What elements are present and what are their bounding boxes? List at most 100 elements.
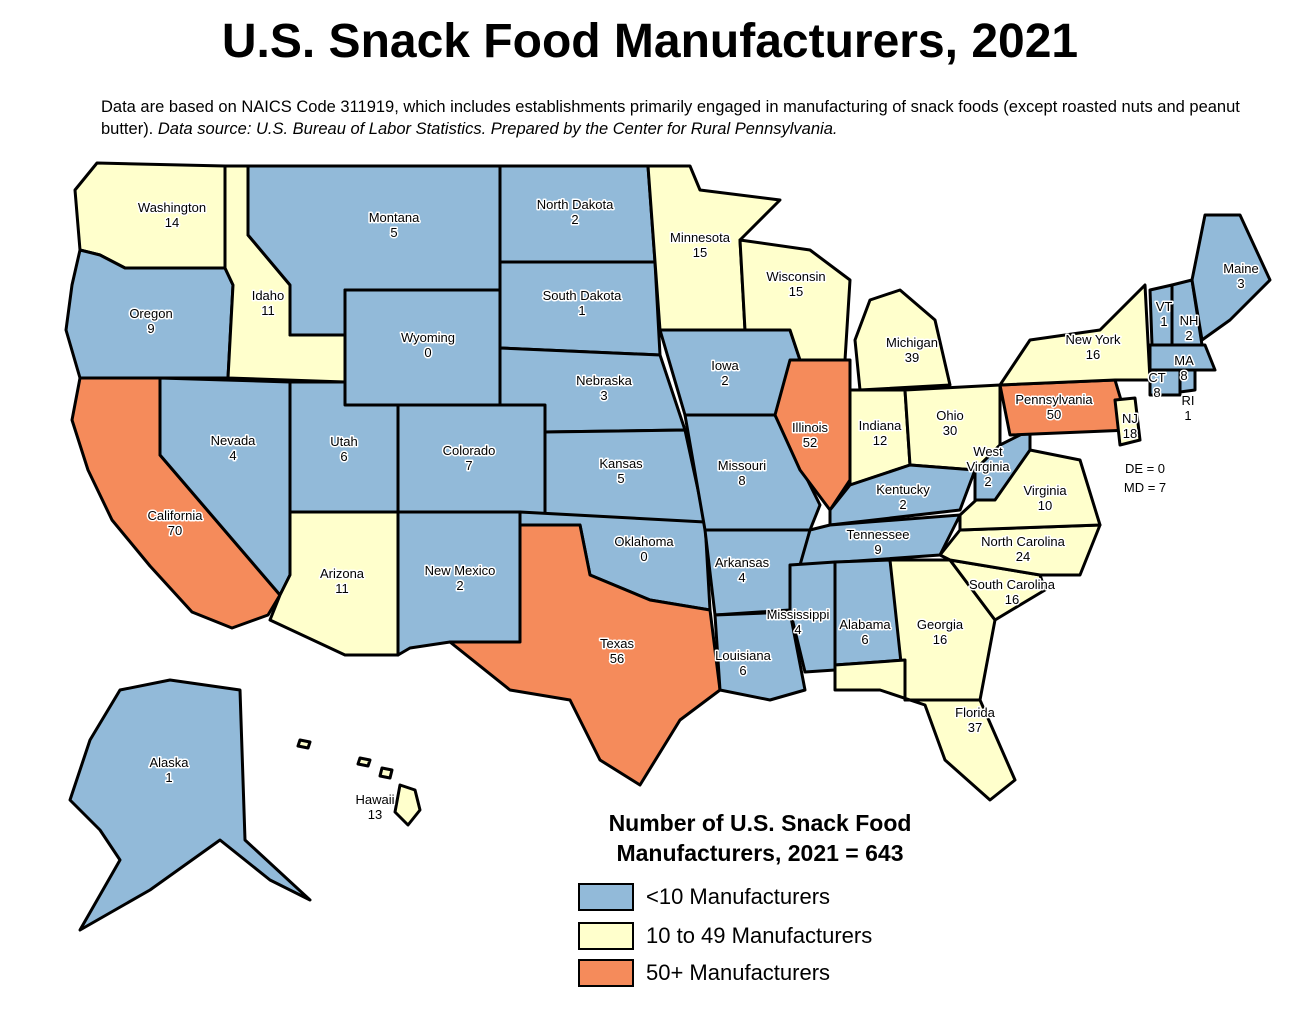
state-count-south-dakota: 1 bbox=[578, 303, 585, 318]
state-tennessee bbox=[798, 513, 962, 567]
state-name-california: California bbox=[148, 508, 204, 523]
state-hawaii bbox=[393, 783, 422, 827]
state-count-arizona: 11 bbox=[335, 581, 349, 596]
state-name-florida: Florida bbox=[955, 705, 996, 720]
state-name-missouri: Missouri bbox=[718, 458, 767, 473]
legend-item-low: <10 Manufacturers bbox=[578, 880, 830, 914]
state-count-west-virginia: 2 bbox=[984, 474, 991, 489]
legend-label-mid: 10 to 49 Manufacturers bbox=[646, 923, 873, 948]
state-name-tennessee: Tennessee bbox=[847, 527, 910, 542]
state-name-new-york: New York bbox=[1066, 332, 1121, 347]
callout-maryland: MD = 7 bbox=[1124, 480, 1166, 495]
state-name-alaska: Alaska bbox=[149, 755, 189, 770]
state-count-illinois: 52 bbox=[803, 435, 817, 450]
data-source-note: Data source: U.S. Bureau of Labor Statis… bbox=[157, 120, 838, 138]
state-name-iowa: Iowa bbox=[711, 358, 739, 373]
state-name-illinois: Illinois bbox=[792, 420, 829, 435]
state-wyoming bbox=[343, 288, 502, 407]
state-count-tennessee: 9 bbox=[874, 542, 881, 557]
state-kansas bbox=[543, 428, 707, 524]
state-name-west-virginia-line2: Virginia bbox=[966, 459, 1010, 474]
state-name-alabama: Alabama bbox=[839, 617, 891, 632]
state-count-wyoming: 0 bbox=[424, 345, 431, 360]
map-subtitle: Data are based on NAICS Code 311919, whi… bbox=[101, 96, 1241, 140]
state-count-georgia: 16 bbox=[933, 632, 947, 647]
state-name-indiana: Indiana bbox=[859, 418, 902, 433]
state-washington bbox=[73, 161, 227, 270]
callout-delaware: DE = 0 bbox=[1125, 461, 1165, 476]
state-name-south-dakota: South Dakota bbox=[543, 288, 623, 303]
state-count-missouri: 8 bbox=[738, 473, 745, 488]
state-count-north-dakota: 2 bbox=[571, 212, 578, 227]
state-name-maine: Maine bbox=[1223, 261, 1258, 276]
state-louisiana bbox=[713, 610, 807, 702]
state-count-idaho: 11 bbox=[261, 303, 275, 318]
state-count-pennsylvania: 50 bbox=[1047, 407, 1061, 422]
state-new-york bbox=[998, 283, 1152, 387]
state-name-virginia: Virginia bbox=[1023, 483, 1067, 498]
state-count-ma: 8 bbox=[1180, 368, 1187, 383]
state-name-texas: Texas bbox=[600, 636, 634, 651]
state-count-texas: 56 bbox=[610, 651, 624, 666]
state-name-vt: VT bbox=[1156, 299, 1173, 314]
state-pennsylvania bbox=[998, 378, 1132, 437]
state-name-louisiana: Louisiana bbox=[715, 648, 771, 663]
state-name-north-carolina: North Carolina bbox=[981, 534, 1066, 549]
state-name-nj: NJ bbox=[1122, 411, 1138, 426]
state-name-colorado: Colorado bbox=[443, 443, 496, 458]
legend-swatch-mid bbox=[578, 922, 634, 950]
state-name-montana: Montana bbox=[369, 210, 420, 225]
state-count-ct: 8 bbox=[1153, 385, 1160, 400]
state-missouri bbox=[683, 413, 822, 532]
legend-swatch-low bbox=[578, 883, 634, 911]
state-name-michigan: Michigan bbox=[886, 335, 938, 350]
legend-item-high: 50+ Manufacturers bbox=[578, 956, 830, 990]
state-count-michigan: 39 bbox=[905, 350, 919, 365]
state-name-kentucky: Kentucky bbox=[876, 482, 930, 497]
state-count-washington: 14 bbox=[165, 215, 179, 230]
state-count-colorado: 7 bbox=[465, 458, 472, 473]
state-west-virginia bbox=[973, 428, 1032, 502]
state-count-wisconsin: 15 bbox=[789, 284, 803, 299]
state-florida bbox=[833, 658, 1017, 802]
state-count-nebraska: 3 bbox=[600, 388, 607, 403]
state-name-mississippi: Mississippi bbox=[767, 607, 830, 622]
state-count-nj: 18 bbox=[1123, 426, 1137, 441]
state-count-new-york: 16 bbox=[1086, 347, 1100, 362]
state-massachusetts bbox=[1148, 343, 1217, 372]
state-count-virginia: 10 bbox=[1038, 498, 1052, 513]
state-name-ct: CT bbox=[1148, 370, 1165, 385]
state-count-florida: 37 bbox=[968, 720, 982, 735]
state-alaska bbox=[68, 678, 312, 932]
state-count-iowa: 2 bbox=[721, 373, 728, 388]
state-count-arkansas: 4 bbox=[738, 570, 745, 585]
state-count-alabama: 6 bbox=[861, 632, 868, 647]
state-name-oklahoma: Oklahoma bbox=[614, 534, 674, 549]
hawaii-islet-3 bbox=[296, 738, 312, 750]
state-count-oklahoma: 0 bbox=[640, 549, 647, 564]
state-name-ri: RI bbox=[1182, 393, 1195, 408]
legend-item-mid: 10 to 49 Manufacturers bbox=[578, 919, 872, 953]
state-michigan bbox=[853, 288, 952, 392]
state-count-kansas: 5 bbox=[617, 471, 624, 486]
state-name-hawaii: Hawaii bbox=[355, 792, 394, 807]
state-labels: Washington14Oregon9California70Idaho11Ne… bbox=[128, 196, 1260, 824]
state-name-minnesota: Minnesota bbox=[670, 230, 731, 245]
legend-label-high: 50+ Manufacturers bbox=[646, 960, 831, 985]
state-shapes bbox=[64, 161, 1272, 932]
state-new-jersey bbox=[1113, 396, 1142, 447]
state-name-new-mexico: New Mexico bbox=[425, 563, 496, 578]
state-name-ma: MA bbox=[1174, 353, 1194, 368]
state-name-wisconsin: Wisconsin bbox=[766, 269, 825, 284]
state-count-new-mexico: 2 bbox=[456, 578, 463, 593]
state-name-nevada: Nevada bbox=[211, 433, 257, 448]
state-name-nebraska: Nebraska bbox=[576, 373, 632, 388]
state-count-indiana: 12 bbox=[873, 433, 887, 448]
state-count-alaska: 1 bbox=[165, 770, 172, 785]
state-count-ohio: 30 bbox=[943, 423, 957, 438]
map-title: U.S. Snack Food Manufacturers, 2021 bbox=[221, 15, 1079, 68]
state-count-north-carolina: 24 bbox=[1016, 549, 1030, 564]
state-count-minnesota: 15 bbox=[693, 245, 707, 260]
legend-label-low: <10 Manufacturers bbox=[646, 884, 831, 909]
state-arizona bbox=[268, 510, 400, 657]
